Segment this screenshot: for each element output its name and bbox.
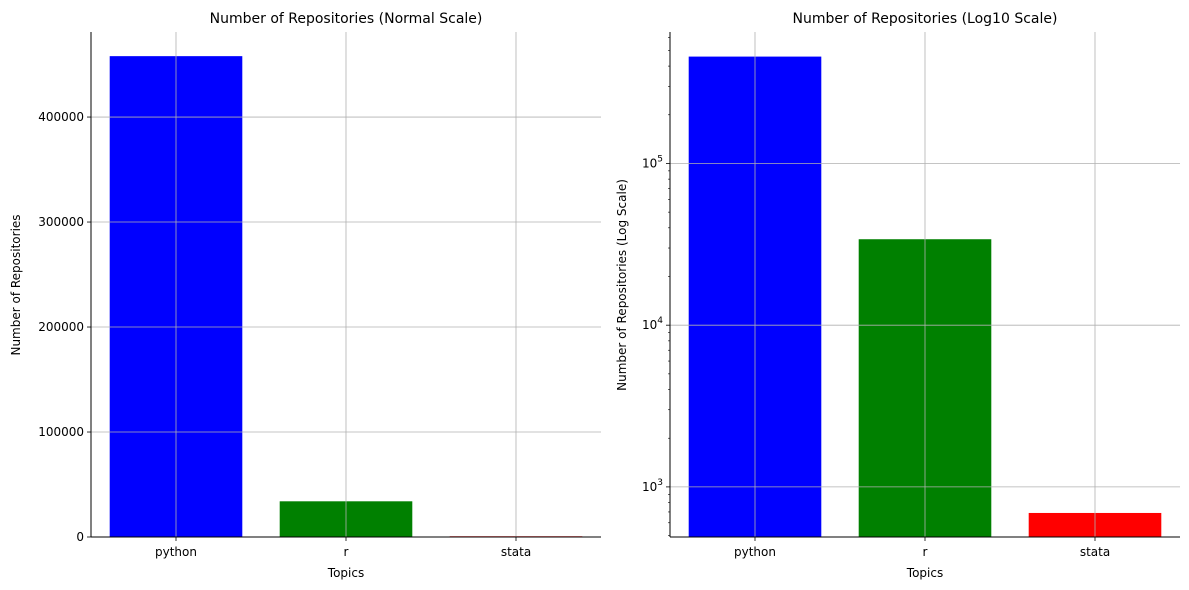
y-axis-label: Number of Repositories xyxy=(9,214,23,355)
y-tick-label: 105 xyxy=(642,154,663,170)
x-tick-label: python xyxy=(155,545,197,559)
x-tick-label: python xyxy=(734,545,776,559)
y-tick-label: 0 xyxy=(76,530,84,544)
y-tick-label: 100000 xyxy=(38,425,84,439)
y-tick-label: 300000 xyxy=(38,215,84,229)
chart-log-scale: Number of Repositories (Log10 Scale) Top… xyxy=(615,11,1180,580)
y-tick-label: 400000 xyxy=(38,110,84,124)
x-tick-label: r xyxy=(344,545,349,559)
x-axis-label: Topics xyxy=(906,566,943,580)
y-axis-label: Number of Repositories (Log Scale) xyxy=(615,179,629,391)
y-tick-label: 104 xyxy=(642,316,663,332)
x-axis-label: Topics xyxy=(327,566,364,580)
y-tick-label: 103 xyxy=(642,478,663,494)
y-tick-label: 200000 xyxy=(38,320,84,334)
chart-title: Number of Repositories (Log10 Scale) xyxy=(793,11,1058,27)
chart-title: Number of Repositories (Normal Scale) xyxy=(210,11,483,27)
x-tick-label: r xyxy=(923,545,928,559)
x-tick-label: stata xyxy=(1080,545,1110,559)
chart-normal-scale: Number of Repositories (Normal Scale) To… xyxy=(9,11,601,580)
x-tick-label: stata xyxy=(501,545,531,559)
